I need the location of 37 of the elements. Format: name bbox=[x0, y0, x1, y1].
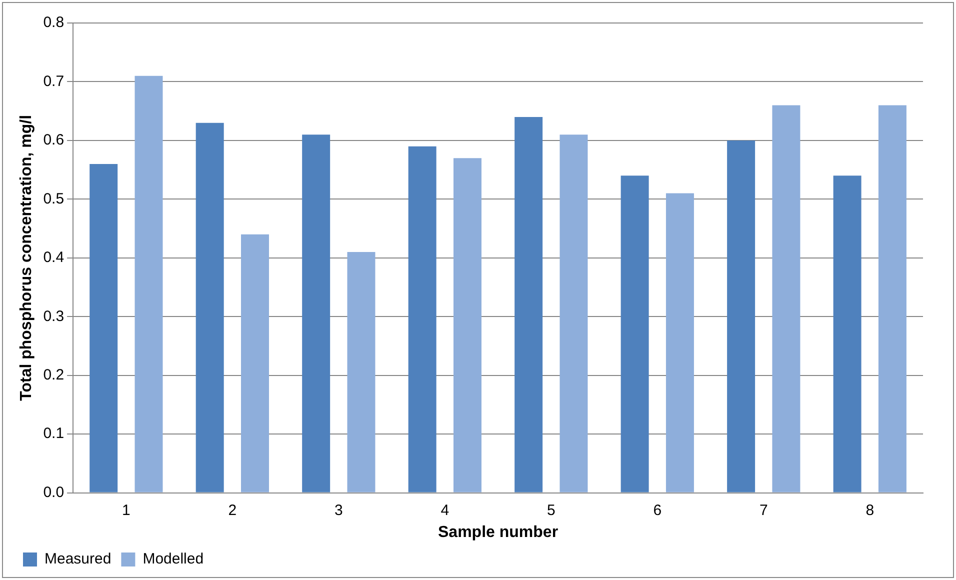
bar bbox=[620, 176, 649, 492]
y-tick-label: 0.4 bbox=[43, 249, 64, 266]
x-axis-title: Sample number bbox=[438, 524, 558, 541]
bar bbox=[727, 140, 756, 492]
x-tick-label: 6 bbox=[653, 502, 662, 519]
legend-label: Measured bbox=[44, 550, 112, 568]
bar bbox=[347, 252, 376, 492]
bar bbox=[878, 105, 906, 492]
y-tick-label: 0.1 bbox=[43, 425, 64, 442]
bar bbox=[833, 176, 862, 492]
y-tick-label: 0.3 bbox=[43, 308, 64, 325]
bar bbox=[666, 193, 694, 492]
bar bbox=[560, 134, 588, 492]
y-tick-label: 0.6 bbox=[43, 132, 64, 149]
x-tick-label: 5 bbox=[546, 502, 556, 519]
x-tick-label: 3 bbox=[334, 502, 343, 519]
bar bbox=[514, 116, 543, 492]
bar bbox=[772, 105, 800, 492]
y-tick-label: 0.7 bbox=[43, 72, 64, 90]
bar bbox=[240, 234, 269, 492]
y-tick-label: 0.8 bbox=[43, 14, 64, 32]
legend-label: Modelled bbox=[142, 550, 204, 568]
x-tick-label: 8 bbox=[866, 502, 874, 519]
x-tick-label: 1 bbox=[122, 502, 130, 519]
x-tick-label: 2 bbox=[228, 502, 237, 519]
y-tick-label: 0.5 bbox=[43, 190, 64, 208]
bar bbox=[196, 122, 224, 492]
x-tick-label: 4 bbox=[440, 502, 450, 519]
x-tick-label: 7 bbox=[759, 502, 768, 519]
y-tick-label: 0.2 bbox=[43, 366, 64, 384]
y-tick-label: 0.0 bbox=[43, 484, 64, 501]
bar bbox=[90, 164, 118, 492]
bar bbox=[408, 146, 436, 492]
bar bbox=[302, 134, 330, 492]
bar bbox=[134, 76, 163, 492]
y-axis-title: Total phosphorus concentration, mg/l bbox=[18, 114, 36, 401]
bar bbox=[453, 158, 482, 492]
